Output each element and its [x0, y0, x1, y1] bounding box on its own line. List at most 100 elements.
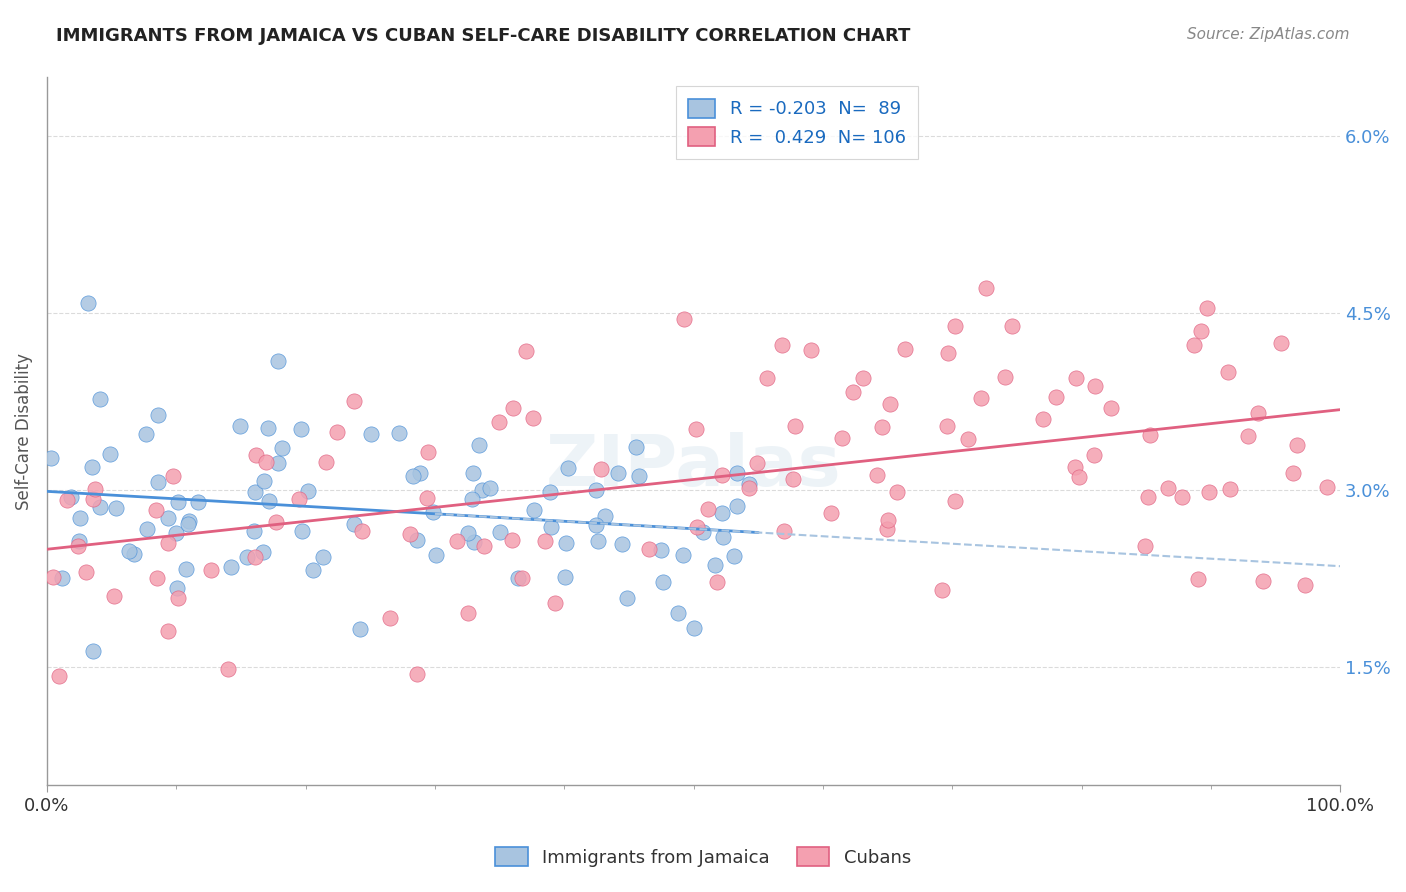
Immigrants from Jamaica: [243, 484, 266, 499]
Cubans: [1099, 401, 1122, 416]
Immigrants from Jamaica: [723, 549, 745, 563]
Cubans: [1157, 481, 1180, 495]
Immigrants from Jamaica: [652, 575, 675, 590]
Cubans: [534, 534, 557, 549]
Cubans: [167, 591, 190, 606]
Immigrants from Jamaica: [585, 483, 607, 497]
Cubans: [145, 503, 167, 517]
Cubans: [956, 432, 979, 446]
Cubans: [1170, 490, 1192, 504]
Immigrants from Jamaica: [69, 511, 91, 525]
Cubans: [378, 610, 401, 624]
Immigrants from Jamaica: [461, 491, 484, 506]
Cubans: [672, 311, 695, 326]
Cubans: [706, 574, 728, 589]
Cubans: [1069, 470, 1091, 484]
Cubans: [1001, 318, 1024, 333]
Text: ZIPalas: ZIPalas: [546, 432, 841, 501]
Cubans: [938, 346, 960, 360]
Immigrants from Jamaica: [235, 549, 257, 564]
Immigrants from Jamaica: [682, 621, 704, 635]
Immigrants from Jamaica: [167, 495, 190, 509]
Cubans: [488, 415, 510, 429]
Immigrants from Jamaica: [135, 426, 157, 441]
Immigrants from Jamaica: [176, 562, 198, 576]
Immigrants from Jamaica: [422, 505, 444, 519]
Immigrants from Jamaica: [711, 530, 734, 544]
Cubans: [1247, 406, 1270, 420]
Immigrants from Jamaica: [523, 502, 546, 516]
Cubans: [446, 534, 468, 549]
Cubans: [157, 536, 180, 550]
Cubans: [1182, 337, 1205, 351]
Cubans: [945, 494, 967, 508]
Cubans: [974, 280, 997, 294]
Cubans: [416, 444, 439, 458]
Cubans: [770, 338, 793, 352]
Cubans: [994, 370, 1017, 384]
Immigrants from Jamaica: [122, 547, 145, 561]
Immigrants from Jamaica: [77, 295, 100, 310]
Cubans: [200, 563, 222, 577]
Cubans: [48, 669, 70, 683]
Cubans: [876, 513, 898, 527]
Cubans: [879, 397, 901, 411]
Cubans: [831, 431, 853, 445]
Immigrants from Jamaica: [725, 499, 748, 513]
Cubans: [399, 527, 422, 541]
Cubans: [406, 667, 429, 681]
Cubans: [1189, 324, 1212, 338]
Immigrants from Jamaica: [360, 426, 382, 441]
Cubans: [866, 467, 889, 482]
Cubans: [870, 420, 893, 434]
Immigrants from Jamaica: [177, 514, 200, 528]
Text: IMMIGRANTS FROM JAMAICA VS CUBAN SELF-CARE DISABILITY CORRELATION CHART: IMMIGRANTS FROM JAMAICA VS CUBAN SELF-CA…: [56, 27, 911, 45]
Cubans: [783, 419, 806, 434]
Immigrants from Jamaica: [554, 569, 576, 583]
Immigrants from Jamaica: [343, 517, 366, 532]
Immigrants from Jamaica: [60, 490, 83, 504]
Immigrants from Jamaica: [388, 426, 411, 441]
Immigrants from Jamaica: [471, 483, 494, 498]
Immigrants from Jamaica: [252, 545, 274, 559]
Cubans: [352, 524, 374, 539]
Cubans: [894, 343, 917, 357]
Immigrants from Jamaica: [710, 506, 733, 520]
Cubans: [1084, 379, 1107, 393]
Immigrants from Jamaica: [98, 447, 121, 461]
Immigrants from Jamaica: [257, 421, 280, 435]
Immigrants from Jamaica: [461, 466, 484, 480]
Immigrants from Jamaica: [291, 524, 314, 539]
Immigrants from Jamaica: [628, 468, 651, 483]
Immigrants from Jamaica: [146, 408, 169, 422]
Cubans: [82, 491, 104, 506]
Immigrants from Jamaica: [508, 572, 530, 586]
Immigrants from Jamaica: [290, 422, 312, 436]
Cubans: [1294, 577, 1316, 591]
Y-axis label: Self-Care Disability: Self-Care Disability: [15, 352, 32, 509]
Cubans: [162, 469, 184, 483]
Legend: R = -0.203  N=  89, R =  0.429  N= 106: R = -0.203 N= 89, R = 0.429 N= 106: [676, 87, 918, 160]
Cubans: [782, 472, 804, 486]
Immigrants from Jamaica: [312, 549, 335, 564]
Cubans: [820, 506, 842, 520]
Cubans: [931, 582, 953, 597]
Cubans: [1236, 429, 1258, 443]
Cubans: [1198, 484, 1220, 499]
Cubans: [288, 492, 311, 507]
Cubans: [512, 571, 534, 585]
Immigrants from Jamaica: [479, 481, 502, 495]
Immigrants from Jamaica: [616, 591, 638, 605]
Immigrants from Jamaica: [89, 392, 111, 407]
Immigrants from Jamaica: [177, 516, 200, 531]
Immigrants from Jamaica: [457, 526, 479, 541]
Cubans: [1316, 480, 1339, 494]
Immigrants from Jamaica: [704, 558, 727, 573]
Immigrants from Jamaica: [585, 518, 607, 533]
Cubans: [103, 590, 125, 604]
Immigrants from Jamaica: [89, 500, 111, 514]
Cubans: [1216, 365, 1239, 379]
Immigrants from Jamaica: [302, 563, 325, 577]
Cubans: [245, 449, 267, 463]
Cubans: [1270, 335, 1292, 350]
